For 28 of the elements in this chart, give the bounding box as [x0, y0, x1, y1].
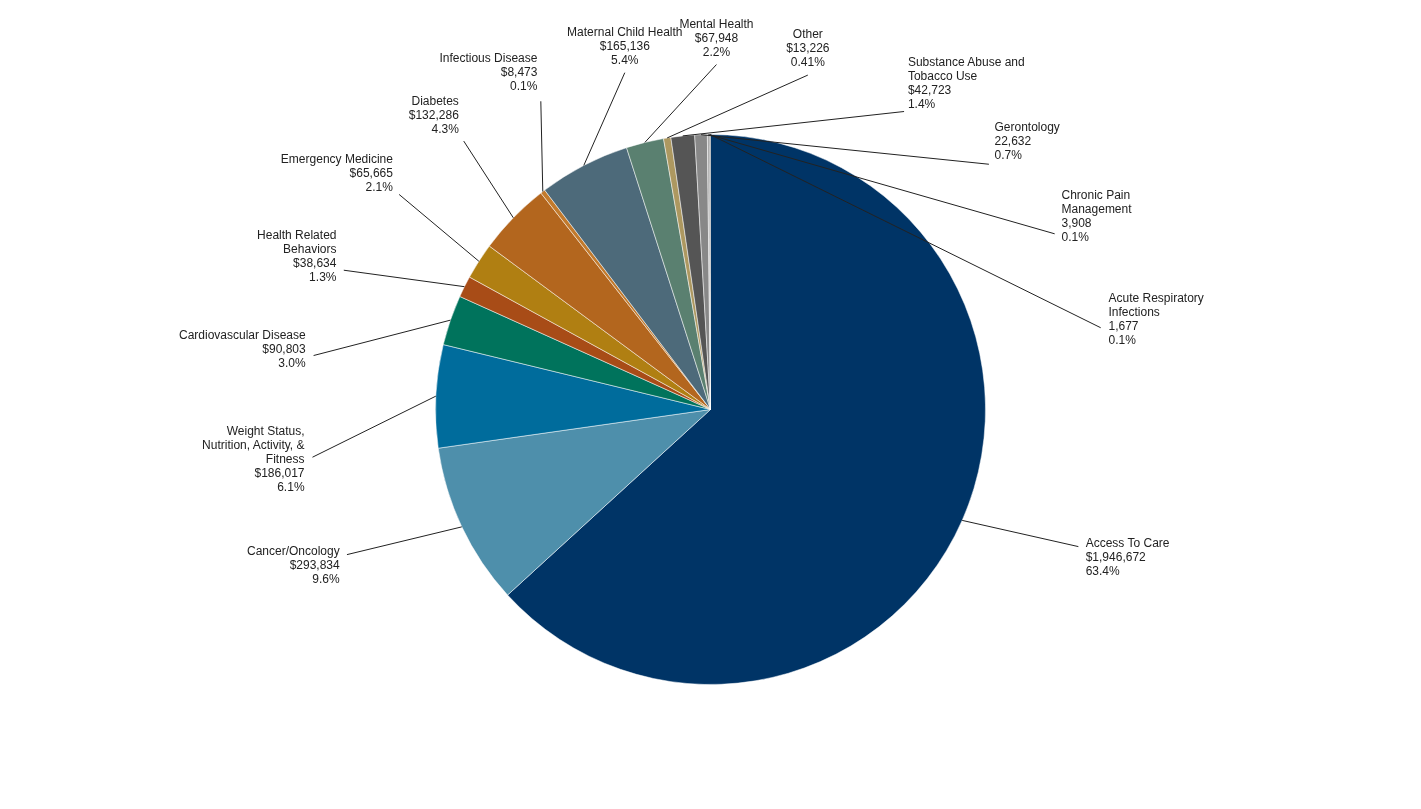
data-label: $132,286 4.3% [408, 108, 460, 137]
data-label: 1,677 0.1% [1108, 318, 1139, 347]
data-label: 22,632 0.7% [994, 133, 1032, 162]
slice-label: Substance Abuse and Tobacco Use [907, 55, 1025, 84]
slice-label: Acute Respiratory Infections [1108, 290, 1204, 319]
data-label: 3,908 0.1% [1061, 216, 1092, 245]
slice-label: Infectious Disease [439, 51, 538, 66]
slice-label: Weight Status, Nutrition, Activity, & Fitness [202, 424, 305, 467]
data-label: $186,017 6.1% [254, 466, 305, 495]
data-label: $8,473 0.1% [500, 65, 538, 94]
slice-label: Health Related Behaviors [257, 227, 337, 256]
slice-label: Cardiovascular Disease [178, 327, 307, 342]
slice-label: Diabetes [411, 94, 459, 109]
data-label: $42,723 1.4% [907, 83, 952, 112]
data-label: $65,665 2.1% [349, 166, 394, 195]
data-label: $165,136 5.4% [599, 38, 651, 67]
data-label: $1,946,672 63.4% [1085, 549, 1147, 578]
data-label: $67,948 2.2% [694, 30, 739, 59]
slice-label: Gerontology [994, 119, 1060, 134]
slice-label: Emergency Medicine [280, 152, 394, 167]
data-label: $293,834 9.6% [289, 558, 341, 587]
slice-label: Access To Care [1085, 535, 1170, 550]
slice-label: Cancer/Oncology [247, 544, 340, 559]
slice-label: Chronic Pain Management [1061, 188, 1133, 217]
slice-label: Other [792, 27, 823, 42]
data-label: $90,803 3.0% [262, 341, 307, 370]
data-label: $13,226 0.41% [786, 41, 830, 70]
data-label: $38,634 1.3% [293, 255, 337, 284]
